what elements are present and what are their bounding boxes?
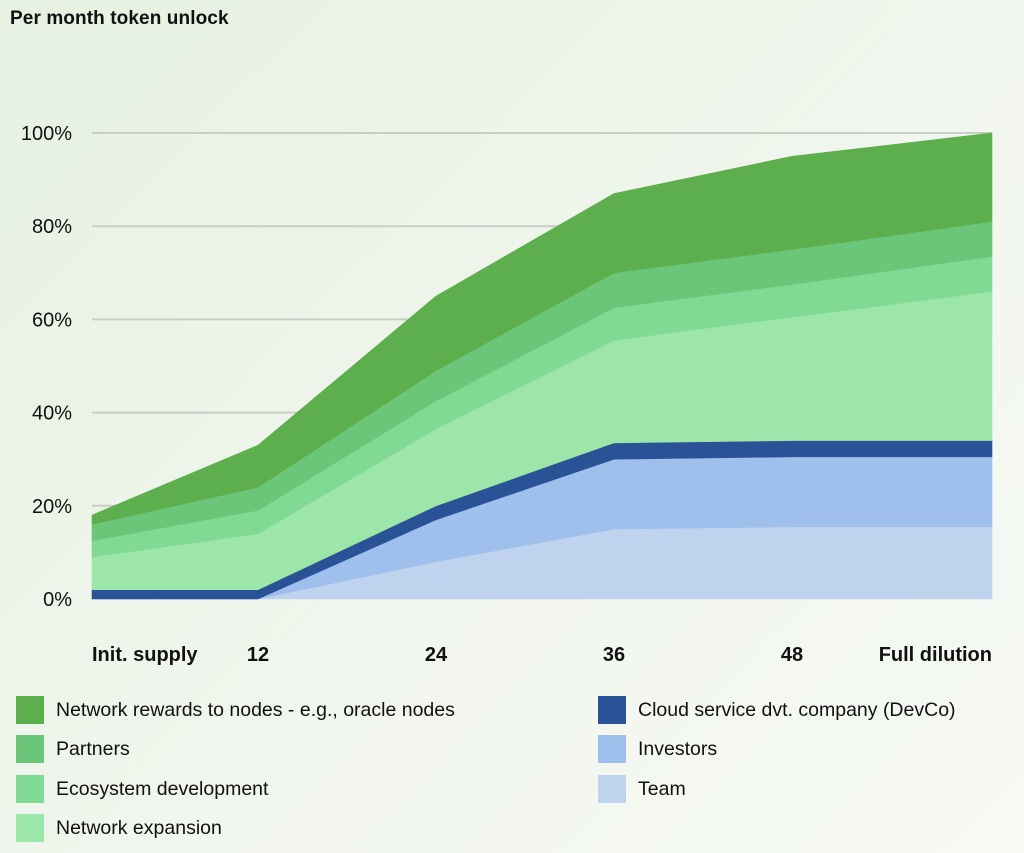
x-tick-label: Full dilution bbox=[879, 644, 992, 666]
x-tick-label: 24 bbox=[425, 644, 448, 666]
x-tick-label: 48 bbox=[781, 644, 803, 666]
legend-label: Team bbox=[638, 777, 686, 800]
legend-swatch bbox=[16, 775, 44, 803]
legend-item: Team bbox=[598, 774, 686, 804]
legend-item: Partners bbox=[16, 734, 130, 764]
y-tick-label: 100% bbox=[21, 123, 72, 145]
area-series bbox=[91, 132, 993, 600]
legend-label: Investors bbox=[638, 737, 718, 760]
legend-item: Ecosystem development bbox=[16, 774, 268, 804]
legend-swatch bbox=[598, 735, 626, 763]
y-tick-label: 0% bbox=[43, 589, 72, 611]
legend-item: Cloud service dvt. company (DevCo) bbox=[598, 695, 956, 725]
legend-label: Cloud service dvt. company (DevCo) bbox=[638, 698, 956, 721]
legend-label: Ecosystem development bbox=[56, 777, 269, 800]
legend-swatch bbox=[598, 696, 626, 724]
legend-item: Network rewards to nodes - e.g., oracle … bbox=[16, 695, 455, 725]
y-tick-label: 40% bbox=[32, 403, 72, 425]
chart-title: Per month token unlock bbox=[10, 8, 229, 29]
area-network-rewards-to-nodes-e-g-oracle-nodes bbox=[91, 132, 993, 525]
legend-swatch bbox=[16, 696, 44, 724]
legend-swatch bbox=[598, 775, 626, 803]
y-tick-label: 20% bbox=[32, 496, 72, 518]
legend-item: Investors bbox=[598, 734, 717, 764]
legend-label: Network expansion bbox=[56, 816, 222, 839]
legend-item: Network expansion bbox=[16, 813, 222, 843]
x-tick-label: 12 bbox=[247, 644, 269, 666]
y-tick-label: 60% bbox=[32, 309, 72, 331]
legend-swatch bbox=[16, 735, 44, 763]
x-tick-label: Init. supply bbox=[92, 644, 198, 666]
y-tick-label: 80% bbox=[32, 216, 72, 238]
y-tick-labels: 0% 20% 40% 60% 80% 100% bbox=[21, 123, 72, 611]
legend-label: Partners bbox=[56, 737, 130, 760]
stacked-area-chart: 0% 20% 40% 60% 80% 100% Init. supply 12 24 36 48 F… bbox=[21, 123, 993, 666]
legend-swatch bbox=[16, 814, 44, 842]
x-tick-labels: Init. supply 12 24 36 48 Full dilution bbox=[92, 644, 992, 666]
legend-label: Network rewards to nodes - e.g., oracle … bbox=[56, 698, 455, 721]
x-tick-label: 36 bbox=[603, 644, 625, 666]
